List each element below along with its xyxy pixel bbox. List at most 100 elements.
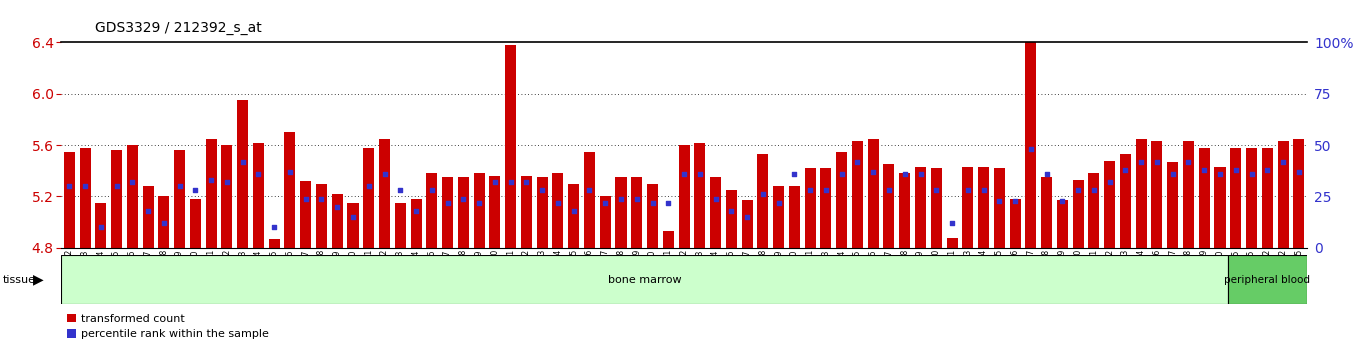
Bar: [1247, 148, 1258, 248]
Point: [232, 159, 254, 164]
Point: [357, 183, 379, 189]
Point: [831, 171, 852, 177]
Bar: [1151, 141, 1162, 248]
Point: [578, 188, 600, 193]
Point: [1035, 171, 1057, 177]
Bar: [773, 186, 784, 248]
Point: [405, 208, 427, 214]
Bar: [647, 184, 657, 248]
Point: [468, 200, 490, 205]
Bar: [678, 145, 690, 248]
Bar: [600, 196, 611, 248]
Point: [374, 171, 396, 177]
Bar: [442, 177, 453, 248]
Point: [389, 188, 411, 193]
Point: [1052, 198, 1073, 204]
Bar: [962, 167, 974, 248]
Bar: [79, 148, 90, 248]
Bar: [158, 196, 169, 248]
Bar: [569, 184, 580, 248]
Point: [59, 183, 80, 189]
Point: [1194, 167, 1215, 173]
Point: [201, 177, 222, 183]
Point: [326, 204, 348, 210]
Bar: [237, 100, 248, 248]
Text: ▶: ▶: [33, 273, 44, 287]
Text: GDS3329 / 212392_s_at: GDS3329 / 212392_s_at: [95, 21, 262, 35]
Bar: [206, 139, 217, 248]
Bar: [788, 186, 799, 248]
Point: [311, 196, 333, 201]
Bar: [1072, 180, 1083, 248]
Bar: [348, 203, 359, 248]
Bar: [427, 173, 438, 248]
Point: [1067, 188, 1088, 193]
Point: [958, 188, 979, 193]
Text: tissue: tissue: [3, 275, 35, 285]
Bar: [95, 203, 106, 248]
Bar: [1103, 160, 1116, 248]
Point: [74, 183, 95, 189]
Point: [184, 188, 206, 193]
Point: [1273, 159, 1294, 164]
Point: [910, 171, 932, 177]
Bar: [64, 152, 75, 248]
Point: [705, 196, 727, 201]
Bar: [632, 177, 642, 248]
Bar: [1041, 177, 1052, 248]
Point: [768, 200, 790, 205]
Bar: [363, 148, 374, 248]
Point: [941, 220, 963, 226]
Point: [689, 171, 711, 177]
Point: [169, 183, 191, 189]
Point: [862, 169, 884, 175]
Bar: [458, 177, 469, 248]
Bar: [1009, 199, 1020, 248]
Bar: [805, 168, 816, 248]
Point: [453, 196, 475, 201]
Text: peripheral blood: peripheral blood: [1225, 275, 1311, 285]
Point: [1288, 169, 1309, 175]
Bar: [331, 194, 342, 248]
Bar: [1199, 148, 1210, 248]
Point: [563, 208, 585, 214]
Bar: [836, 152, 847, 248]
Point: [657, 200, 679, 205]
Point: [816, 188, 837, 193]
Point: [799, 188, 821, 193]
Point: [893, 171, 915, 177]
Point: [516, 179, 537, 185]
Bar: [1168, 162, 1178, 248]
Bar: [190, 199, 201, 248]
Point: [1099, 179, 1121, 185]
Point: [295, 196, 316, 201]
Bar: [978, 167, 989, 248]
Point: [216, 179, 237, 185]
Point: [610, 196, 632, 201]
Point: [436, 200, 458, 205]
Bar: [110, 150, 121, 248]
Legend: transformed count, percentile rank within the sample: transformed count, percentile rank withi…: [67, 314, 269, 339]
Point: [1083, 188, 1105, 193]
Bar: [915, 167, 926, 248]
Point: [1256, 167, 1278, 173]
Point: [1020, 147, 1042, 152]
Point: [925, 188, 947, 193]
Point: [641, 200, 663, 205]
Bar: [1120, 154, 1131, 248]
Point: [1177, 159, 1199, 164]
Bar: [1214, 167, 1225, 248]
Bar: [285, 132, 296, 248]
Bar: [868, 139, 878, 248]
Point: [342, 214, 364, 220]
Bar: [930, 168, 941, 248]
Point: [105, 183, 127, 189]
Point: [263, 224, 285, 230]
Point: [1131, 159, 1153, 164]
Point: [973, 188, 994, 193]
Point: [484, 179, 506, 185]
Point: [626, 196, 648, 201]
Bar: [1057, 200, 1068, 248]
Bar: [221, 145, 232, 248]
Point: [121, 179, 143, 185]
